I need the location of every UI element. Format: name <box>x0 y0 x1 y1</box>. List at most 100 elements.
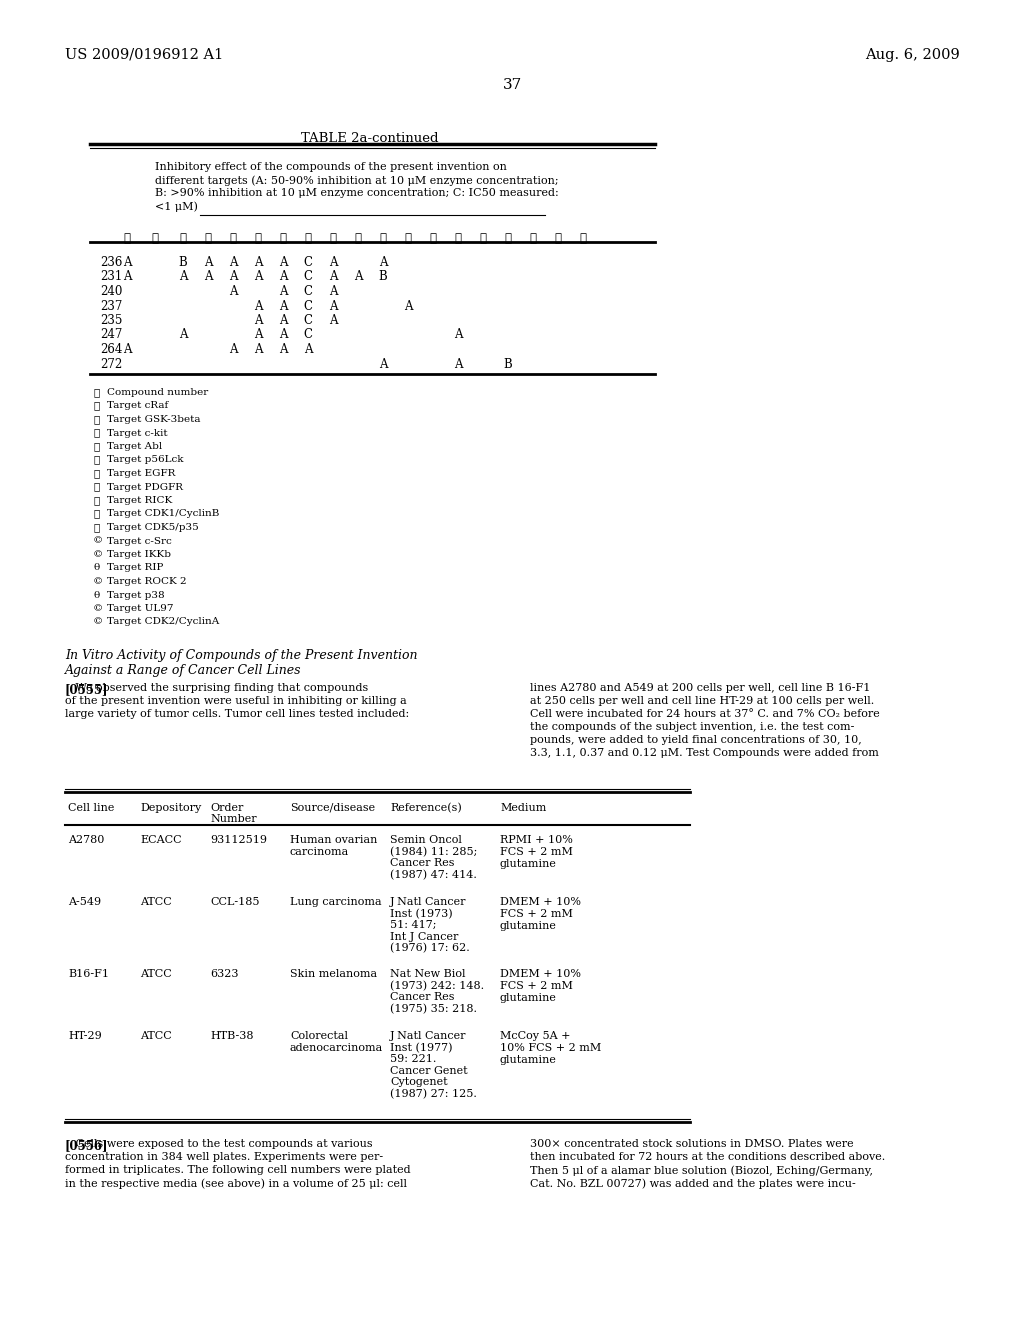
Text: Cancer Res: Cancer Res <box>390 858 455 869</box>
Text: Aug. 6, 2009: Aug. 6, 2009 <box>865 48 961 62</box>
Text: Colorectal: Colorectal <box>290 1031 348 1041</box>
Text: 272: 272 <box>100 358 122 371</box>
Text: Target CDK2/CyclinA: Target CDK2/CyclinA <box>106 618 219 627</box>
Text: 264: 264 <box>100 343 123 356</box>
Text: Ⓢ: Ⓢ <box>93 523 99 532</box>
Text: ⑮: ⑮ <box>505 232 512 246</box>
Text: HT-29: HT-29 <box>68 1031 101 1041</box>
Text: ④: ④ <box>229 232 237 246</box>
Text: Cat. No. BZL 00727) was added and the plates were incu-: Cat. No. BZL 00727) was added and the pl… <box>530 1177 856 1188</box>
Text: ⒮: ⒮ <box>93 401 99 411</box>
Text: 231: 231 <box>100 271 122 284</box>
Text: C: C <box>303 329 312 342</box>
Text: ⒮: ⒮ <box>93 429 99 437</box>
Text: ⑰: ⑰ <box>555 232 561 246</box>
Text: C: C <box>303 314 312 327</box>
Text: Number: Number <box>210 814 257 824</box>
Text: A: A <box>204 256 212 269</box>
Text: ©: © <box>93 605 103 612</box>
Text: ⑬: ⑬ <box>455 232 462 246</box>
Text: A: A <box>254 343 262 356</box>
Text: A: A <box>329 256 337 269</box>
Text: ⑯: ⑯ <box>529 232 537 246</box>
Text: A: A <box>254 256 262 269</box>
Text: ⑦: ⑦ <box>304 232 311 246</box>
Text: A: A <box>228 343 238 356</box>
Text: TABLE 2a-continued: TABLE 2a-continued <box>301 132 438 145</box>
Text: 51: 417;: 51: 417; <box>390 920 436 931</box>
Text: (1987) 47: 414.: (1987) 47: 414. <box>390 870 477 880</box>
Text: B: B <box>504 358 512 371</box>
Text: (1975) 35: 218.: (1975) 35: 218. <box>390 1003 477 1014</box>
Text: [0556]: [0556] <box>65 1139 109 1152</box>
Text: ⑧: ⑧ <box>330 232 337 246</box>
Text: ⒪: ⒪ <box>93 455 99 465</box>
Text: 240: 240 <box>100 285 123 298</box>
Text: Medium: Medium <box>500 803 547 813</box>
Text: Cytogenet: Cytogenet <box>390 1077 447 1086</box>
Text: 37: 37 <box>503 78 521 92</box>
Text: Target CDK5/p35: Target CDK5/p35 <box>106 523 199 532</box>
Text: of the present invention were useful in inhibiting or killing a: of the present invention were useful in … <box>65 696 407 706</box>
Text: ⑥: ⑥ <box>280 232 287 246</box>
Text: Nat New Biol: Nat New Biol <box>390 969 466 979</box>
Text: A: A <box>279 285 288 298</box>
Text: J Natl Cancer: J Natl Cancer <box>390 1031 467 1041</box>
Text: Target RICK: Target RICK <box>106 496 172 506</box>
Text: Depository: Depository <box>140 803 202 813</box>
Text: θ: θ <box>93 564 99 573</box>
Text: B: B <box>178 256 187 269</box>
Text: Inst (1977): Inst (1977) <box>390 1043 453 1053</box>
Text: Inhibitory effect of the compounds of the present invention on: Inhibitory effect of the compounds of th… <box>155 162 507 172</box>
Text: (1976) 17: 62.: (1976) 17: 62. <box>390 942 470 953</box>
Text: A-549: A-549 <box>68 898 101 907</box>
Text: 10% FCS + 2 mM: 10% FCS + 2 mM <box>500 1043 601 1053</box>
Text: We observed the surprising finding that compounds: We observed the surprising finding that … <box>65 682 369 693</box>
Text: Cell were incubated for 24 hours at 37° C. and 7% CO₂ before: Cell were incubated for 24 hours at 37° … <box>530 709 880 719</box>
Text: A: A <box>123 256 131 269</box>
Text: A: A <box>123 271 131 284</box>
Text: A: A <box>228 271 238 284</box>
Text: ⑤: ⑤ <box>255 232 261 246</box>
Text: RPMI + 10%: RPMI + 10% <box>500 836 572 845</box>
Text: ©: © <box>93 618 103 627</box>
Text: then incubated for 72 hours at the conditions described above.: then incubated for 72 hours at the condi… <box>530 1152 886 1162</box>
Text: Reference(s): Reference(s) <box>390 803 462 813</box>
Text: In Vitro Activity of Compounds of the Present Invention: In Vitro Activity of Compounds of the Pr… <box>65 649 418 663</box>
Text: carcinoma: carcinoma <box>290 847 349 857</box>
Text: in the respective media (see above) in a volume of 25 μl: cell: in the respective media (see above) in a… <box>65 1177 407 1188</box>
Text: (1973) 242: 148.: (1973) 242: 148. <box>390 981 484 991</box>
Text: A: A <box>279 329 288 342</box>
Text: A: A <box>329 271 337 284</box>
Text: Ⓞ: Ⓞ <box>93 510 99 519</box>
Text: at 250 cells per well and cell line HT-29 at 100 cells per well.: at 250 cells per well and cell line HT-2… <box>530 696 874 706</box>
Text: A: A <box>179 329 187 342</box>
Text: A: A <box>329 300 337 313</box>
Text: Against a Range of Cancer Cell Lines: Against a Range of Cancer Cell Lines <box>65 664 301 677</box>
Text: Target c-kit: Target c-kit <box>106 429 168 437</box>
Text: A: A <box>379 358 387 371</box>
Text: C: C <box>303 271 312 284</box>
Text: A: A <box>179 271 187 284</box>
Text: A: A <box>454 358 462 371</box>
Text: A: A <box>379 256 387 269</box>
Text: Source/disease: Source/disease <box>290 803 375 813</box>
Text: Semin Oncol: Semin Oncol <box>390 836 462 845</box>
Text: ⒮: ⒮ <box>93 469 99 478</box>
Text: 3.3, 1.1, 0.37 and 0.12 μM. Test Compounds were added from: 3.3, 1.1, 0.37 and 0.12 μM. Test Compoun… <box>530 748 879 758</box>
Text: A: A <box>304 343 312 356</box>
Text: B16-F1: B16-F1 <box>68 969 109 979</box>
Text: Inst (1973): Inst (1973) <box>390 908 453 919</box>
Text: ECACC: ECACC <box>140 836 181 845</box>
Text: Target RIP: Target RIP <box>106 564 164 573</box>
Text: A: A <box>279 300 288 313</box>
Text: ②: ② <box>179 232 186 246</box>
Text: ⒮: ⒮ <box>93 388 99 397</box>
Text: θ: θ <box>93 590 99 599</box>
Text: 237: 237 <box>100 300 123 313</box>
Text: 59: 221.: 59: 221. <box>390 1053 436 1064</box>
Text: ATCC: ATCC <box>140 898 172 907</box>
Text: Cancer Res: Cancer Res <box>390 993 455 1002</box>
Text: A: A <box>228 256 238 269</box>
Text: ⑭: ⑭ <box>479 232 486 246</box>
